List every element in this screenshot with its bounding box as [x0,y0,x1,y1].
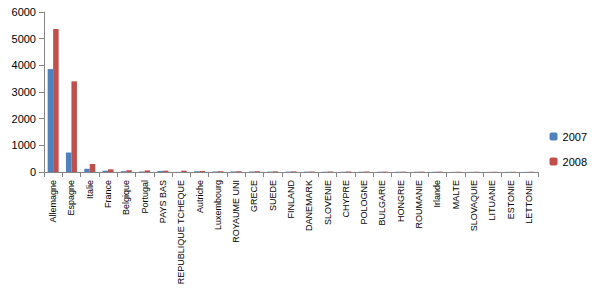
svg-text:4000: 4000 [12,59,36,71]
svg-text:SLOVAQUIE: SLOVAQUIE [469,180,479,231]
svg-text:Belgique: Belgique [121,180,131,215]
svg-text:POLOGNE: POLOGNE [359,180,369,225]
svg-text:MALTE: MALTE [451,180,461,209]
svg-text:ROYAUME UNI: ROYAUME UNI [231,180,241,243]
svg-text:BULGARIE: BULGARIE [377,180,387,226]
svg-text:ESTONIE: ESTONIE [506,180,516,219]
svg-text:Italie: Italie [85,180,95,199]
svg-text:Autriche: Autriche [195,180,205,213]
svg-text:LETTONIE: LETTONIE [524,180,534,224]
svg-text:3000: 3000 [12,86,36,98]
svg-text:Luxembourg: Luxembourg [213,180,223,230]
svg-text:DANEMARK: DANEMARK [304,180,314,231]
svg-text:HONGRIE: HONGRIE [396,180,406,222]
svg-text:FINLAND: FINLAND [286,180,296,219]
svg-text:SLOVENIE: SLOVENIE [323,180,333,225]
svg-text:LITUANIE: LITUANIE [487,180,497,221]
svg-text:PAYS BAS: PAYS BAS [158,180,168,223]
svg-text:ROUMANIE: ROUMANIE [414,180,424,229]
svg-text:Allemagne: Allemagne [48,180,58,223]
svg-text:Espagne: Espagne [66,180,76,216]
svg-text:0: 0 [30,166,36,178]
svg-text:France: France [103,180,113,208]
svg-text:1000: 1000 [12,139,36,151]
svg-text:CHYPRE: CHYPRE [341,180,351,218]
svg-text:Irlande: Irlande [432,180,442,208]
svg-text:2000: 2000 [12,113,36,125]
svg-text:5000: 5000 [12,33,36,45]
svg-text:Portugal: Portugal [140,180,150,214]
svg-text:2007: 2007 [563,131,587,143]
svg-text:SUEDE: SUEDE [268,180,278,211]
svg-text:2008: 2008 [563,156,587,168]
svg-text:6000: 6000 [12,6,36,18]
svg-text:REPUBLIQUE TCHEQUE: REPUBLIQUE TCHEQUE [176,180,186,284]
svg-text:GRECE: GRECE [249,180,259,212]
